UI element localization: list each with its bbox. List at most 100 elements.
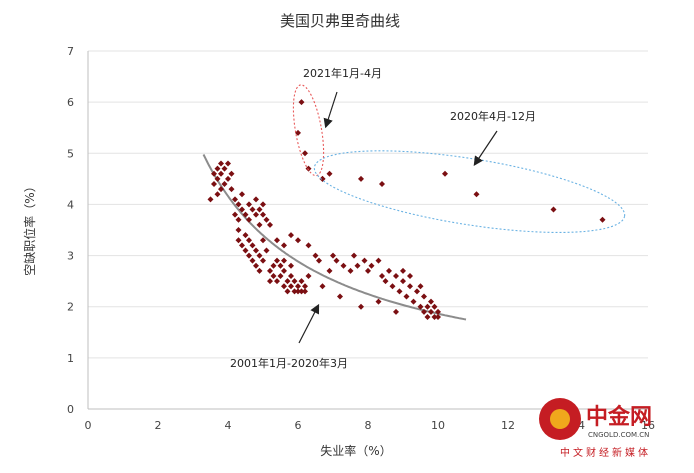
watermark-site: CNGOLD.COM.CN (588, 431, 649, 439)
data-point-series-2 (302, 150, 308, 157)
data-point-series-0 (260, 257, 266, 264)
data-point-series-0 (386, 267, 392, 274)
data-point-series-0 (365, 267, 371, 274)
y-tick-label: 1 (67, 352, 74, 365)
data-point-series-0 (228, 186, 235, 193)
data-point-series-0 (214, 191, 221, 198)
data-point-series-0 (281, 267, 287, 274)
data-point-series-0 (281, 242, 287, 249)
x-tick-label: 0 (85, 419, 92, 432)
data-point-series-0 (260, 237, 266, 244)
data-point-series-0 (421, 293, 427, 300)
data-point-series-0 (284, 288, 291, 295)
data-point-series-0 (256, 267, 263, 274)
data-point-series-0 (277, 273, 284, 280)
data-point-series-0 (256, 221, 263, 228)
x-tick-label: 10 (431, 419, 445, 432)
data-point-series-0 (284, 278, 291, 285)
data-point-series-0 (337, 293, 343, 300)
data-point-series-0 (218, 186, 224, 193)
data-point-series-0 (270, 273, 277, 280)
data-point-series-0 (389, 283, 396, 290)
y-axis-label: 空缺职位率（%） (22, 180, 37, 275)
data-point-series-0 (435, 308, 441, 315)
data-point-series-0 (235, 237, 242, 244)
data-point-series-0 (253, 262, 259, 269)
highlight-ellipses (292, 84, 626, 234)
data-point-series-0 (249, 257, 256, 264)
data-point-series-1 (473, 191, 480, 198)
chart-title: 美国贝弗里奇曲线 (280, 12, 400, 30)
annotation-2001-arrow (298, 303, 320, 344)
y-tick-label: 0 (67, 403, 74, 416)
data-point-series-0 (305, 273, 312, 280)
data-point-series-0 (218, 170, 224, 177)
data-point-series-0 (274, 278, 280, 285)
data-point-series-1 (358, 175, 364, 182)
data-point-series-0 (291, 278, 298, 285)
data-point-series-0 (375, 298, 382, 305)
data-point-series-0 (417, 283, 424, 290)
data-point-series-0 (242, 232, 249, 239)
x-tick-label: 2 (155, 419, 162, 432)
data-point-series-1 (379, 180, 385, 187)
data-point-series-0 (277, 262, 284, 269)
data-point-series-0 (431, 303, 438, 310)
data-point-series-0 (218, 160, 224, 167)
data-point-series-0 (326, 267, 333, 274)
data-point-series-0 (281, 257, 287, 264)
data-point-series-0 (340, 262, 347, 269)
data-point-series-0 (214, 165, 221, 172)
data-points (207, 99, 606, 320)
data-point-series-0 (235, 201, 242, 208)
data-point-series-0 (242, 247, 249, 254)
data-point-series-0 (393, 273, 399, 280)
x-tick-label: 6 (295, 419, 302, 432)
data-point-series-0 (274, 257, 280, 264)
data-point-series-0 (428, 298, 434, 305)
data-point-series-0 (368, 262, 375, 269)
data-point-series-0 (295, 237, 301, 244)
y-tick-label: 7 (67, 45, 74, 58)
data-point-series-1 (550, 206, 557, 213)
data-point-series-1 (599, 216, 606, 223)
data-point-series-0 (424, 313, 431, 320)
watermark-tagline: 中文财经新媒体 (560, 446, 651, 459)
data-point-series-0 (407, 283, 413, 290)
data-point-series-0 (228, 170, 235, 177)
trend-curve-line (202, 154, 467, 321)
data-point-series-0 (246, 216, 252, 223)
data-point-series-0 (354, 262, 361, 269)
data-point-series-0 (256, 206, 263, 213)
ellipse-2020 (313, 150, 626, 234)
data-point-series-0 (407, 273, 413, 280)
data-point-series-0 (263, 247, 270, 254)
data-point-series-0 (295, 288, 301, 295)
data-point-series-0 (396, 288, 403, 295)
data-point-series-0 (375, 257, 382, 264)
data-point-series-0 (312, 252, 319, 259)
data-point-series-0 (330, 252, 336, 259)
annotation-2020-arrow (473, 130, 498, 166)
data-point-series-0 (256, 252, 263, 259)
data-point-series-0 (400, 267, 406, 274)
data-point-series-0 (298, 278, 305, 285)
data-point-series-0 (393, 308, 399, 315)
data-point-series-0 (253, 247, 259, 254)
data-point-series-0 (421, 308, 427, 315)
data-point-series-0 (214, 175, 221, 182)
ellipse-2021 (292, 84, 325, 177)
data-point-series-0 (431, 313, 438, 320)
data-point-series-2 (298, 99, 305, 106)
data-point-series-0 (267, 221, 273, 228)
data-point-series-0 (302, 288, 308, 295)
data-point-series-0 (232, 196, 238, 203)
data-point-series-0 (263, 216, 270, 223)
data-point-series-0 (267, 267, 273, 274)
data-point-series-0 (319, 283, 326, 290)
data-point-series-0 (242, 211, 249, 218)
data-point-series-0 (414, 288, 420, 295)
data-point-series-0 (316, 257, 322, 264)
data-point-series-0 (260, 211, 266, 218)
